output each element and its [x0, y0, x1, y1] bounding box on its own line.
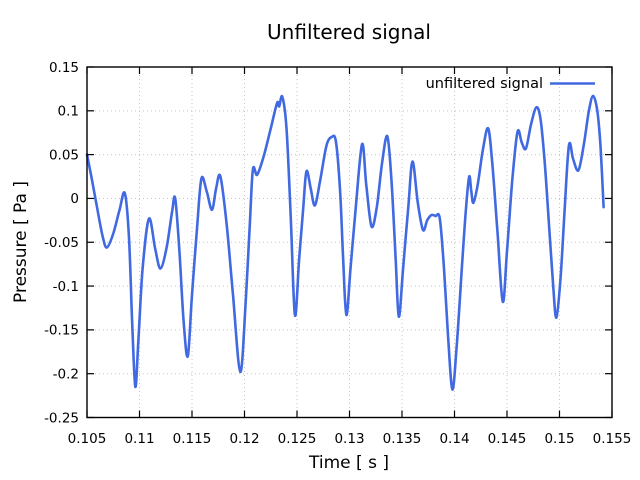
svg-text:0.15: 0.15 — [544, 431, 574, 447]
svg-text:0.12: 0.12 — [229, 431, 259, 447]
y-axis-label: Pressure [ Pa ] — [11, 181, 31, 303]
svg-text:0.13: 0.13 — [334, 431, 364, 447]
svg-text:-0.25: -0.25 — [44, 410, 79, 426]
svg-text:0.11: 0.11 — [124, 431, 154, 447]
svg-text:0: 0 — [70, 191, 79, 207]
svg-text:-0.05: -0.05 — [44, 235, 79, 251]
svg-text:0.155: 0.155 — [593, 431, 632, 447]
svg-text:-0.2: -0.2 — [53, 366, 79, 382]
svg-text:0.14: 0.14 — [439, 431, 469, 447]
svg-text:0.105: 0.105 — [68, 431, 107, 447]
tick-labels: 0.105 0.11 0.115 0.12 0.125 0.13 0.135 0.14 0.14… — [44, 60, 631, 447]
legend: unfiltered signal — [426, 76, 595, 92]
svg-text:-0.1: -0.1 — [53, 279, 79, 295]
svg-text:0.135: 0.135 — [383, 431, 422, 447]
legend-label: unfiltered signal — [426, 76, 543, 92]
chart-title: Unfiltered signal — [267, 20, 431, 44]
x-axis-label: Time [ s ] — [308, 453, 389, 473]
svg-text:0.145: 0.145 — [488, 431, 527, 447]
signal-line — [85, 94, 605, 391]
svg-text:0.05: 0.05 — [49, 147, 79, 163]
svg-text:0.1: 0.1 — [58, 104, 79, 120]
svg-text:0.15: 0.15 — [49, 60, 79, 76]
svg-text:0.125: 0.125 — [278, 431, 317, 447]
axes-and-ticks — [86, 66, 613, 419]
svg-text:0.115: 0.115 — [173, 431, 212, 447]
svg-text:-0.15: -0.15 — [44, 323, 79, 339]
